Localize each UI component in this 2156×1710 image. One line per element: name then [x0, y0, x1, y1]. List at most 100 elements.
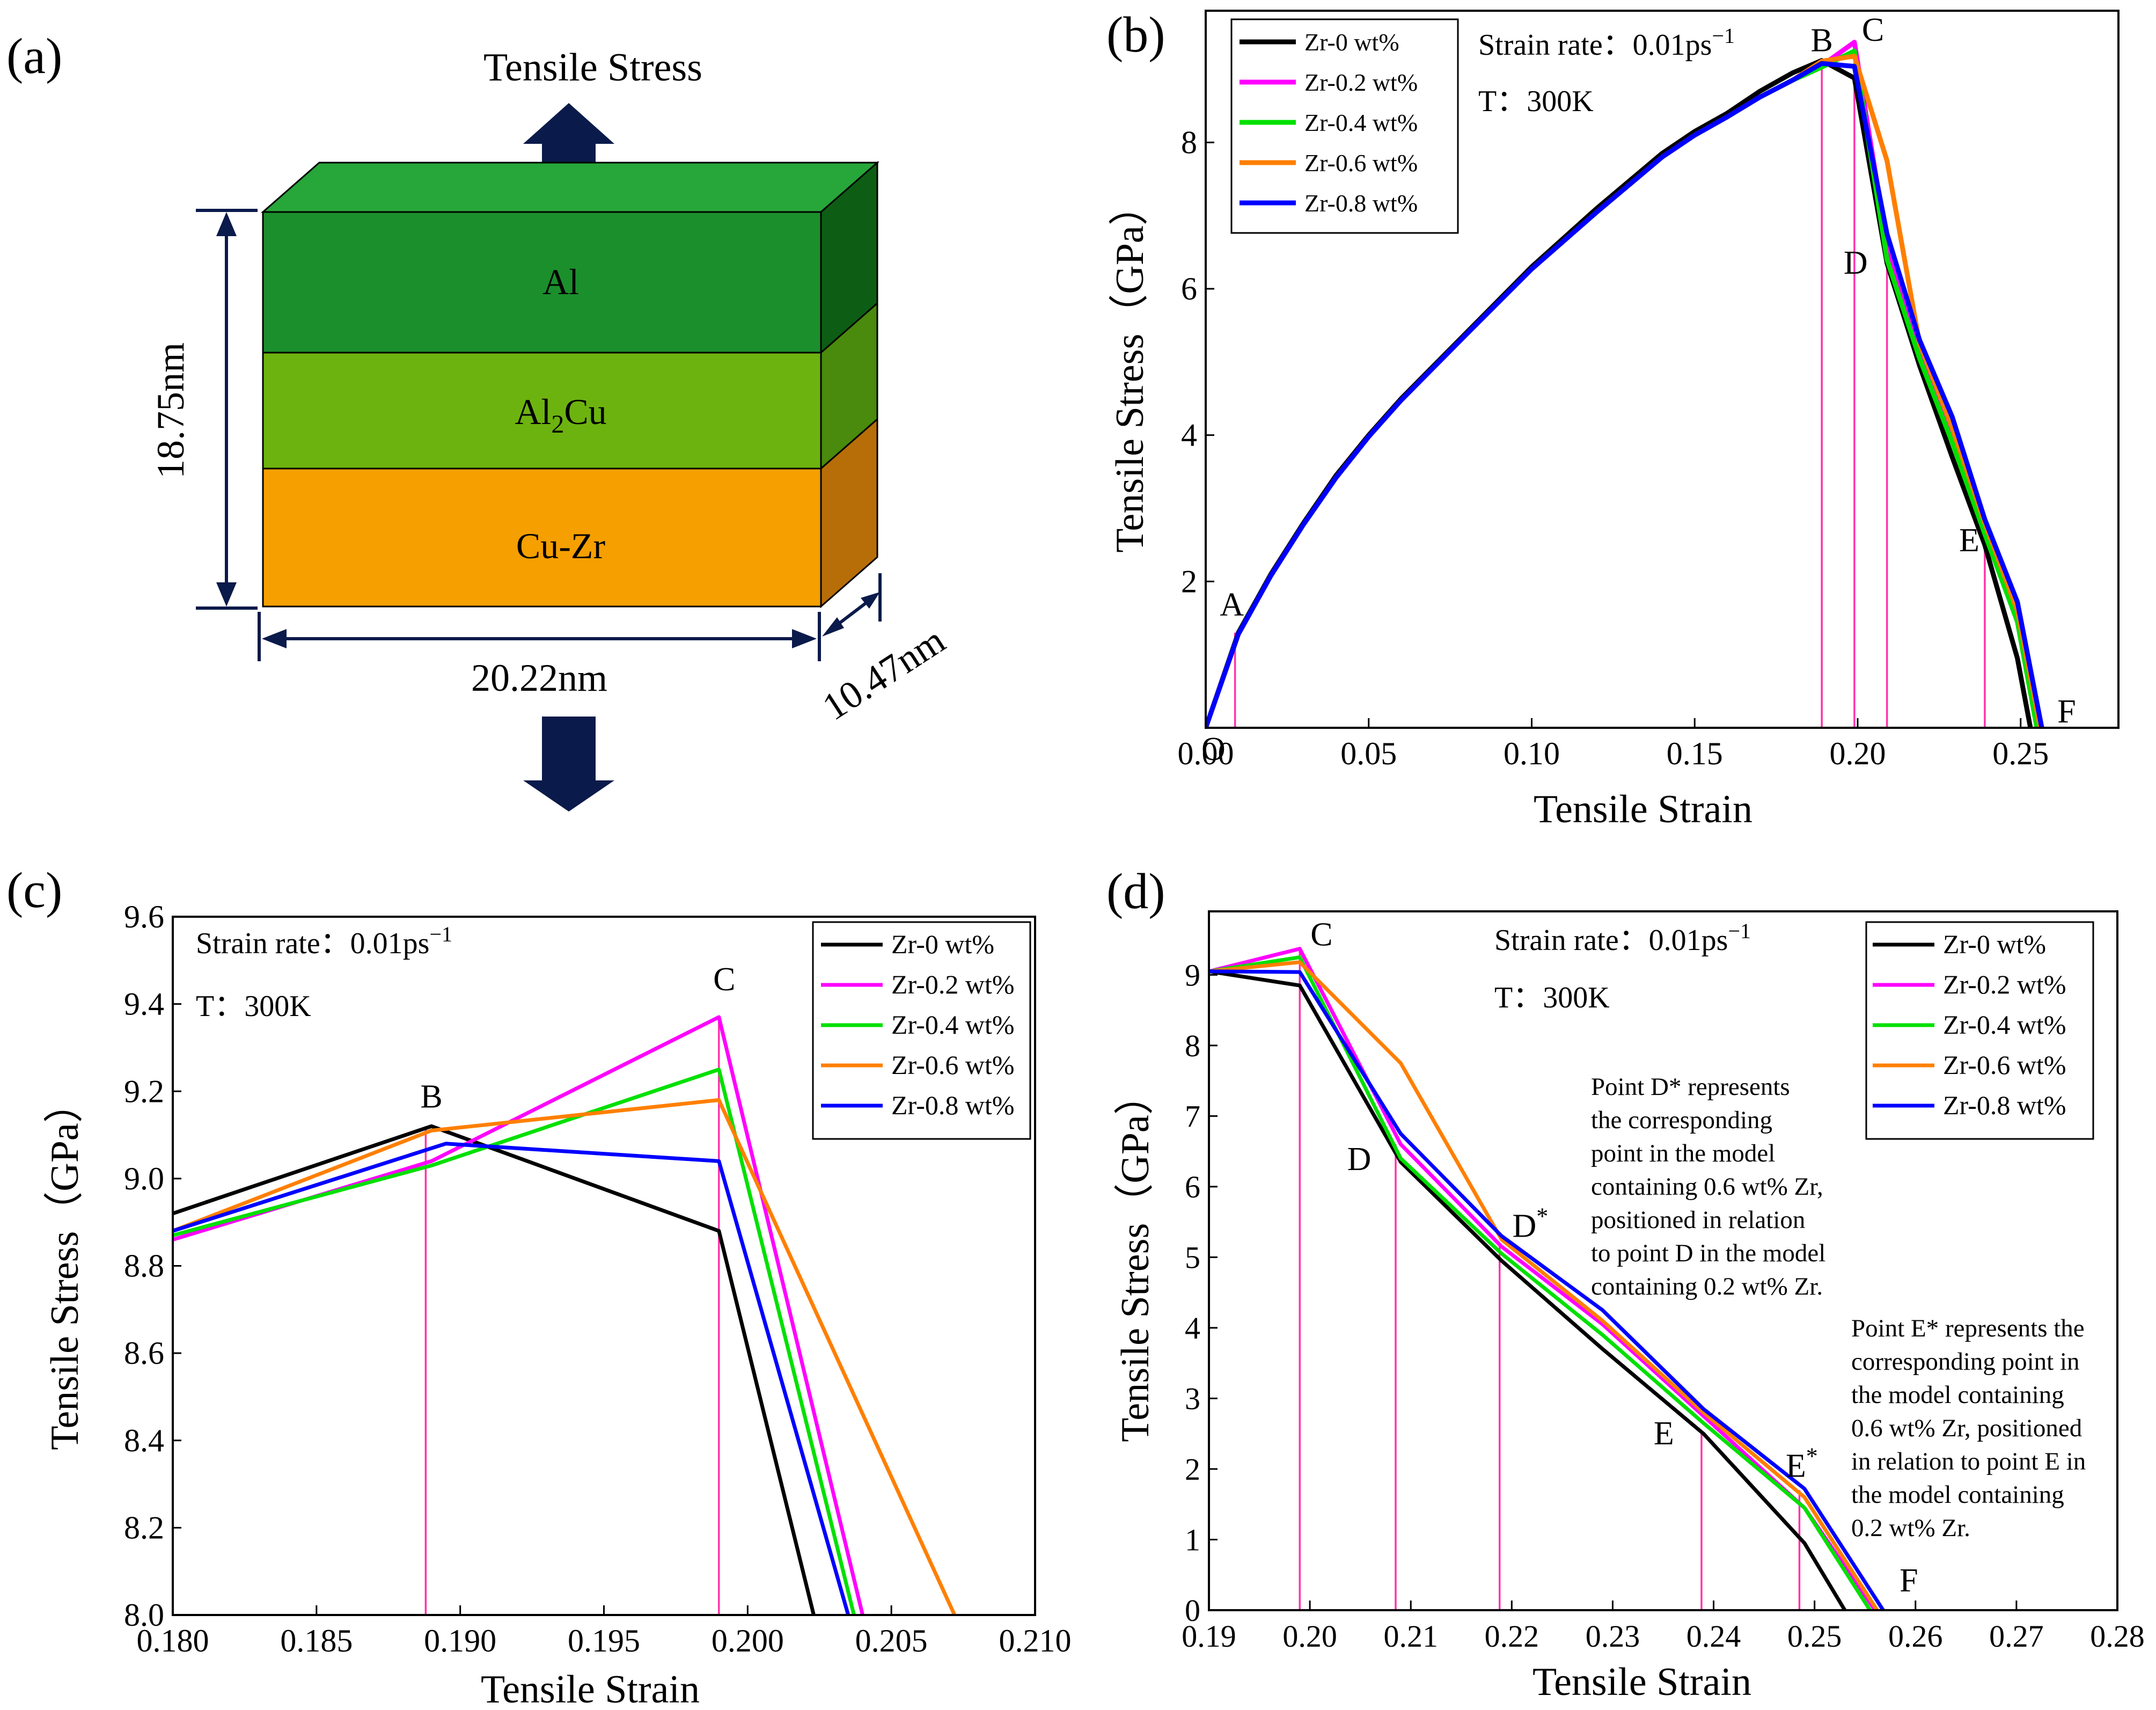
chart-b-series	[1206, 40, 2044, 728]
chart-d-notes: Point D* represents the corresponding poin…	[1591, 1073, 2086, 1542]
y-tick-label: 8.4	[124, 1423, 164, 1458]
point-label: B	[1810, 22, 1832, 59]
x-tick-label: 0.24	[1686, 1619, 1741, 1654]
note-line: 0.6 wt% Zr, positioned	[1851, 1414, 2082, 1442]
legend-label: Zr-0.2 wt%	[1943, 969, 2066, 999]
legend-label: Zr-0.2 wt%	[891, 969, 1015, 999]
y-tick-label: 9.2	[124, 1073, 164, 1109]
panel-d: (d) Tensile Strain Tensile Stress（GPa） 0…	[1106, 864, 2145, 1704]
x-tick-label: 0.210	[999, 1623, 1072, 1658]
x-tick-label: 0.200	[712, 1623, 784, 1658]
point-label: E	[1959, 522, 1979, 559]
chart-d-ticks: 0.19 0.20 0.21 0.22 0.23 0.24 0.25 0.26 0.27 0.28…	[1182, 958, 2145, 1654]
series-line-zr-0-6-wt-	[173, 1098, 957, 1615]
layer-al2cu	[262, 352, 822, 470]
legend-label: Zr-0.8 wt%	[1304, 189, 1418, 217]
chart-c-marker-lines	[424, 1017, 720, 1615]
chart-b-ylabel: Tensile Stress（GPa）	[1108, 186, 1152, 552]
legend-label: Zr-0 wt%	[891, 929, 994, 959]
y-tick-label: 1	[1185, 1522, 1200, 1557]
x-tick-label: 0.10	[1504, 736, 1560, 771]
note-line: containing 0.6 wt% Zr,	[1591, 1173, 1823, 1201]
chart-c-xlabel: Tensile Strain	[481, 1668, 700, 1710]
series-line-zr-0-8-wt-	[1206, 61, 2044, 728]
y-tick-label: 2	[1185, 1452, 1200, 1487]
chart-c-legend: Zr-0 wt% Zr-0.2 wt% Zr-0.4 wt% Zr-0.6 wt% Zr…	[812, 921, 1031, 1140]
x-tick-label: 0.205	[855, 1623, 928, 1658]
note-line: corresponding point in	[1851, 1348, 2080, 1376]
series-line-zr-0-4-wt-	[1209, 955, 1872, 1610]
y-tick-label: 2	[1181, 564, 1197, 599]
chart-d-ylabel: Tensile Stress（GPa）	[1113, 1075, 1157, 1442]
chart-b-legend-frame	[1230, 18, 1459, 234]
series-line-zr-0-8-wt-	[173, 1142, 850, 1615]
chart-c-ticks: 0.180 0.185 0.190 0.195 0.200 0.205 0.210 8.0 8.…	[124, 899, 1072, 1658]
x-tick-label: 0.190	[424, 1623, 496, 1658]
note-line: to point D in the model	[1591, 1239, 1825, 1267]
y-tick-label: 8.8	[124, 1248, 164, 1284]
point-label: D	[1844, 245, 1868, 281]
note-line: 0.2 wt% Zr.	[1851, 1514, 1970, 1542]
x-tick-label: 0.195	[568, 1623, 640, 1658]
chart-b-legend: Zr-0 wt% Zr-0.2 wt% Zr-0.4 wt% Zr-0.6 wt% Zr…	[1230, 18, 1459, 234]
chart-b-xlabel: Tensile Strain	[1534, 787, 1752, 831]
y-tick-label: 0	[1185, 1593, 1200, 1628]
chart-c-frame	[172, 916, 1036, 1616]
note-line: in relation to point E in	[1851, 1448, 2086, 1475]
chart-b-point-labels: O A B C D E F	[1201, 12, 2076, 768]
panel-c: (c) Tensile Strain Tensile Stress（GPa） 0…	[6, 863, 1072, 1710]
x-tick-label: 0.20	[1830, 736, 1886, 771]
chart-b-temperature: T：300K	[1478, 85, 1594, 118]
x-tick-label: 0.185	[280, 1623, 353, 1658]
y-tick-label: 4	[1185, 1311, 1200, 1346]
x-tick-label: 0.05	[1340, 736, 1397, 771]
panel-label-b: (b)	[1106, 7, 1165, 63]
panel-label-d: (d)	[1106, 864, 1165, 919]
y-tick-label: 8	[1181, 125, 1197, 160]
chart-d-temperature: T：300K	[1494, 981, 1610, 1014]
x-tick-label: 0.22	[1485, 1619, 1539, 1654]
label-cuzr: Cu-Zr	[516, 525, 606, 566]
y-tick-label: 3	[1185, 1381, 1200, 1416]
layer-al	[262, 211, 822, 354]
y-tick-label: 8.0	[124, 1597, 164, 1633]
series-line-zr-0-wt-	[1209, 969, 1847, 1610]
chart-d-marker-lines	[1299, 948, 1801, 1610]
y-tick-label: 8	[1185, 1028, 1200, 1063]
legend-label: Zr-0 wt%	[1943, 929, 2046, 959]
chart-d-xlabel: Tensile Strain	[1532, 1660, 1751, 1704]
note-line: Point E* represents the	[1851, 1314, 2085, 1342]
x-tick-label: 0.28	[2090, 1619, 2145, 1654]
y-tick-label: 9.6	[124, 899, 164, 934]
x-tick-label: 0.19	[1182, 1619, 1236, 1654]
y-tick-label: 9.0	[124, 1161, 164, 1196]
x-tick-label: 0.20	[1282, 1619, 1337, 1654]
panel-a: (a) Tensile Stress Al Al2Cu Cu-Zr 18.75n…	[6, 28, 952, 812]
y-tick-label: 8.2	[124, 1510, 164, 1545]
point-label: D*	[1513, 1203, 1549, 1244]
chart-d-series	[1209, 947, 1885, 1610]
note-line: the corresponding	[1591, 1106, 1772, 1134]
point-label: F	[1900, 1562, 1918, 1599]
point-label: D	[1347, 1141, 1372, 1178]
y-tick-label: 6	[1181, 271, 1197, 306]
label-al: Al	[542, 261, 579, 302]
chart-b-ticks: 0.00 0.05 0.10 0.15 0.20 0.25 2 4 6 8	[1178, 125, 2049, 771]
chart-c-legend-frame	[812, 921, 1031, 1140]
x-tick-label: 0.15	[1667, 736, 1723, 771]
point-label: C	[713, 961, 735, 998]
panel-b: (b) Tensile Strain Tensile Stress（GPa） 0…	[1106, 7, 2120, 831]
legend-label: Zr-0 wt%	[1304, 28, 1399, 56]
note-line: the model containing	[1851, 1381, 2064, 1409]
legend-label: Zr-0.6 wt%	[1304, 149, 1418, 177]
point-label: E	[1654, 1415, 1674, 1452]
legend-label: Zr-0.4 wt%	[1304, 109, 1418, 136]
x-tick-label: 0.25	[1992, 736, 2049, 771]
block-top-face	[261, 162, 879, 213]
chart-b-strain-rate: Strain rate：0.01ps−1	[1478, 24, 1735, 62]
point-label: B	[420, 1078, 442, 1115]
series-line-zr-0-2-wt-	[173, 1015, 865, 1615]
note-line: containing 0.2 wt% Zr.	[1591, 1273, 1823, 1300]
chart-c-series	[173, 1015, 957, 1615]
